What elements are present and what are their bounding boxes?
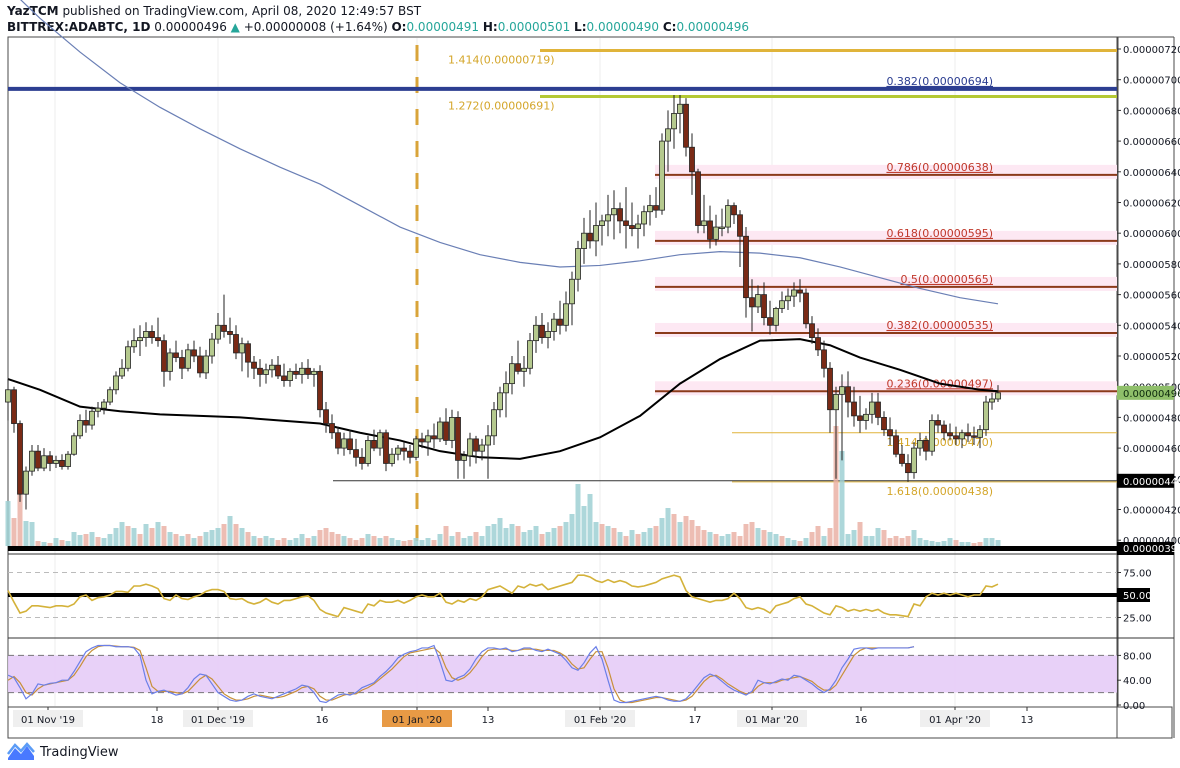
svg-text:1.414(0.00000470): 1.414(0.00000470) (886, 436, 993, 449)
time-axis-label: 01 Jan '20 (392, 715, 442, 726)
svg-text:0.00000460: 0.00000460 (1123, 444, 1180, 455)
svg-text:0.00000400: 0.00000400 (1123, 536, 1180, 547)
fib-level[interactable]: 0.236(0.00000497) (655, 377, 1117, 396)
high-value: 0.00000501 (497, 20, 571, 34)
svg-text:1.272(0.00000691): 1.272(0.00000691) (448, 100, 555, 113)
svg-text:0.00000395: 0.00000395 (1123, 544, 1180, 555)
brand-name: TradingView (40, 744, 119, 760)
fib-level[interactable]: 0.382(0.00000535) (655, 319, 1117, 337)
svg-text:0.00000496: 0.00000496 (1123, 389, 1180, 400)
time-axis-label: 01 Feb '20 (574, 715, 626, 726)
price-change: +0.00000008 (+1.64%) (243, 20, 388, 34)
svg-text:0.00000520: 0.00000520 (1123, 352, 1180, 363)
tradingview-logo-icon (7, 742, 35, 760)
tradingview-logo[interactable]: TradingView (6, 742, 119, 762)
fib-level[interactable]: 1.618(0.00000438) (732, 481, 1117, 498)
publish-text: published on TradingView.com, April 08, … (62, 4, 422, 18)
svg-text:0.00000480: 0.00000480 (1123, 413, 1180, 424)
svg-text:0.00000640: 0.00000640 (1123, 168, 1180, 179)
stoch-k-line (7, 644, 915, 704)
svg-text:0.00000680: 0.00000680 (1123, 106, 1180, 117)
svg-text:0.618(0.00000595): 0.618(0.00000595) (886, 227, 993, 240)
time-axis-label: 17 (689, 715, 702, 726)
svg-text:0.00000700: 0.00000700 (1123, 76, 1180, 87)
svg-text:25.00: 25.00 (1123, 614, 1152, 625)
svg-text:0.5(0.00000565): 0.5(0.00000565) (900, 273, 993, 286)
candles (5, 95, 1001, 510)
svg-text:0.00000720: 0.00000720 (1123, 45, 1180, 56)
current-price-tag (1117, 385, 1174, 400)
time-axis-label: 16 (316, 715, 329, 726)
time-axis-label: 01 Apr '20 (929, 715, 981, 726)
time-axis-label: 01 Dec '19 (191, 715, 245, 726)
svg-text:0.00000560: 0.00000560 (1123, 291, 1180, 302)
rsi-line (7, 574, 999, 618)
fib-level[interactable]: 0.618(0.00000595) (655, 227, 1117, 245)
ma-200-line (7, 338, 999, 460)
svg-text:0.00: 0.00 (1123, 701, 1145, 712)
ma-blue-line (20, 0, 999, 305)
ohlc-legend: BITTREX:ADABTC, 1D 0.00000496 ▲ +0.00000… (7, 20, 749, 34)
fib-level[interactable]: 0.382(0.00000694) (8, 75, 1117, 91)
time-axis-label: 16 (855, 715, 868, 726)
fib-level[interactable]: 1.272(0.00000691) (448, 95, 1117, 113)
symbol-label: BITTREX:ADABTC, 1D (7, 20, 151, 34)
time-axis-label: 18 (151, 715, 164, 726)
svg-text:0.00000540: 0.00000540 (1123, 321, 1180, 332)
svg-text:50.00: 50.00 (1123, 591, 1152, 602)
change-up-icon: ▲ (230, 20, 240, 34)
svg-text:0.00000580: 0.00000580 (1123, 260, 1180, 271)
fib-level[interactable]: 0.786(0.00000638) (655, 161, 1117, 179)
fib-level[interactable]: 1.414(0.00000470) (732, 432, 1117, 449)
time-axis-label: 13 (482, 715, 495, 726)
svg-text:0.00000620: 0.00000620 (1123, 199, 1180, 210)
time-axis-label: 01 Mar '20 (745, 715, 798, 726)
svg-text:1.414(0.00000719): 1.414(0.00000719) (448, 54, 555, 67)
svg-text:40.00: 40.00 (1123, 676, 1152, 687)
svg-text:0.00000600: 0.00000600 (1123, 229, 1180, 240)
close-value: 0.00000496 (676, 20, 749, 34)
svg-text:0.786(0.00000638): 0.786(0.00000638) (886, 161, 993, 174)
low-value: 0.00000490 (586, 20, 660, 34)
time-axis-label: 01 Nov '19 (21, 715, 75, 726)
support-price-tag (1117, 473, 1174, 488)
svg-text:80.00: 80.00 (1123, 651, 1152, 662)
fib-level[interactable]: 0.5(0.00000565) (655, 273, 1117, 291)
svg-text:0.382(0.00000694): 0.382(0.00000694) (886, 75, 993, 88)
svg-text:0.00000440: 0.00000440 (1123, 477, 1180, 488)
svg-text:1.618(0.00000438): 1.618(0.00000438) (886, 485, 993, 498)
open-value: 0.00000491 (406, 20, 480, 34)
time-axis-label: 13 (1021, 715, 1034, 726)
svg-text:0.00000420: 0.00000420 (1123, 506, 1180, 517)
svg-text:0.382(0.00000535): 0.382(0.00000535) (886, 319, 993, 332)
svg-text:0.00000660: 0.00000660 (1123, 137, 1180, 148)
last-price: 0.00000496 (154, 20, 227, 34)
fib-level[interactable]: 1.414(0.00000719) (448, 49, 1117, 67)
svg-text:75.00: 75.00 (1123, 569, 1152, 580)
